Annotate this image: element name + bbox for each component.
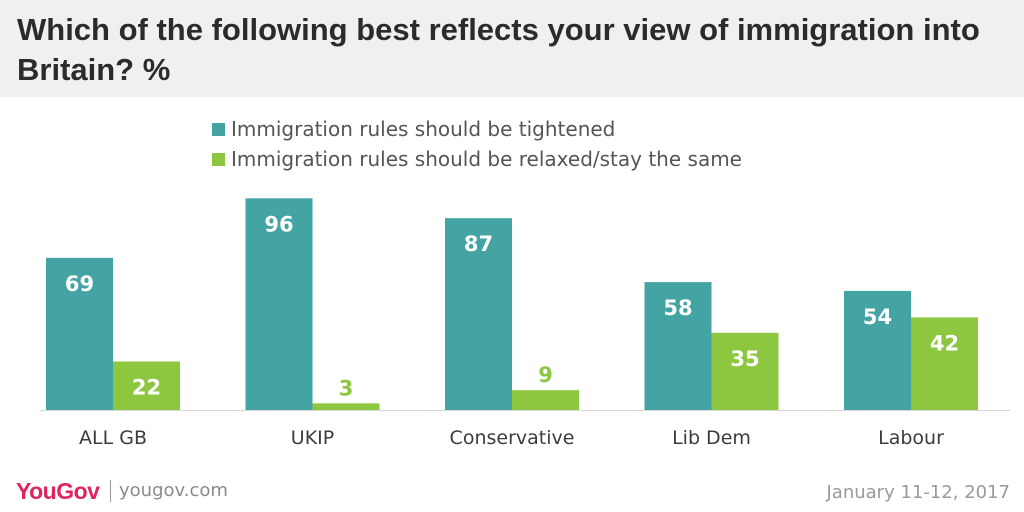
data-label-relaxed: 35 — [730, 347, 759, 371]
bar-relaxed — [512, 390, 579, 410]
footer-website: yougov.com — [119, 480, 228, 501]
category-label: Lib Dem — [672, 427, 751, 449]
category-label: UKIP — [291, 427, 334, 449]
data-label-relaxed: 42 — [930, 331, 959, 355]
legend-swatch-tightened — [212, 122, 225, 136]
legend: Immigration rules should be tightened Im… — [212, 114, 742, 174]
data-label-tightened: 96 — [264, 212, 293, 236]
bar-tightened — [445, 218, 512, 410]
footer-date: January 11-12, 2017 — [826, 482, 1010, 503]
bar-relaxed — [113, 361, 180, 410]
data-label-relaxed: 3 — [339, 376, 354, 400]
legend-label-tightened: Immigration rules should be tightened — [231, 117, 616, 141]
bar-relaxed — [911, 317, 978, 410]
bar-tightened — [245, 198, 313, 410]
bar-tightened — [46, 257, 113, 410]
data-label-tightened: 69 — [65, 272, 94, 296]
legend-item-tightened: Immigration rules should be tightened — [212, 114, 742, 144]
data-label-relaxed: 22 — [132, 375, 161, 399]
title-band — [0, 0, 1024, 97]
data-label-tightened: 58 — [663, 296, 692, 320]
bar-relaxed — [711, 332, 779, 410]
data-label-tightened: 87 — [464, 232, 493, 256]
chart-title: Which of the following best reflects you… — [17, 12, 980, 87]
category-label: Labour — [878, 427, 944, 449]
bar-relaxed — [312, 403, 380, 410]
legend-item-relaxed: Immigration rules should be relaxed/stay… — [212, 144, 742, 174]
legend-label-relaxed: Immigration rules should be relaxed/stay… — [231, 147, 742, 171]
category-label: ALL GB — [79, 427, 147, 449]
data-label-tightened: 54 — [863, 305, 892, 329]
category-label: Conservative — [450, 427, 575, 449]
bar-tightened — [844, 290, 911, 410]
footer-divider — [110, 480, 111, 502]
data-label-relaxed: 9 — [538, 363, 553, 387]
yougov-logo: YouGov — [16, 478, 100, 504]
legend-swatch-relaxed — [212, 152, 225, 166]
bar-tightened — [644, 282, 712, 410]
